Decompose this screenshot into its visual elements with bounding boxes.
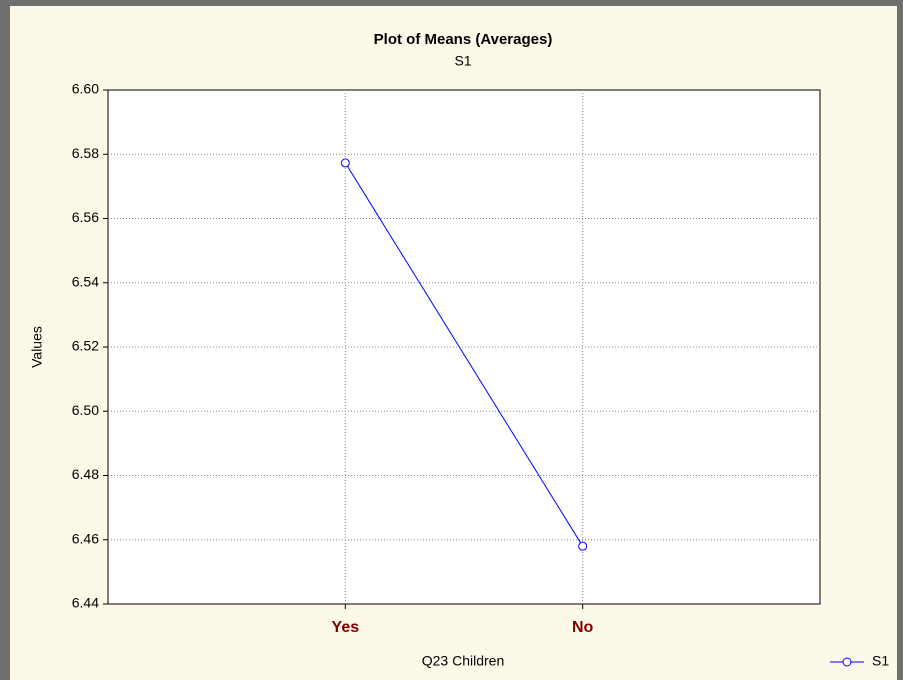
y-tick-label: 6.60 — [72, 81, 99, 97]
y-tick-label: 6.48 — [72, 466, 99, 482]
point — [340, 158, 350, 168]
point — [578, 541, 588, 551]
y-tick-label: 6.52 — [72, 338, 99, 354]
y-axis-label: Values — [29, 326, 45, 368]
chart-title: Plot of Means (Averages) — [374, 31, 553, 48]
series-line — [344, 162, 584, 547]
x-axis-label: Q23 Children — [422, 653, 505, 669]
y-tick-label: 6.58 — [72, 145, 99, 161]
legend-marker — [842, 657, 852, 667]
chart-subtitle: S1 — [454, 53, 471, 69]
y-tick-label: 6.54 — [72, 273, 99, 289]
y-tick-label: 6.56 — [72, 209, 99, 225]
legend-label: S1 — [872, 653, 889, 669]
y-tick-label: 6.46 — [72, 530, 99, 546]
plot-area — [107, 89, 821, 605]
y-tick-label: 6.50 — [72, 402, 99, 418]
x-tick-label: Yes — [332, 619, 360, 636]
y-tick-label: 6.44 — [72, 595, 99, 611]
x-tick-label: No — [572, 619, 594, 636]
